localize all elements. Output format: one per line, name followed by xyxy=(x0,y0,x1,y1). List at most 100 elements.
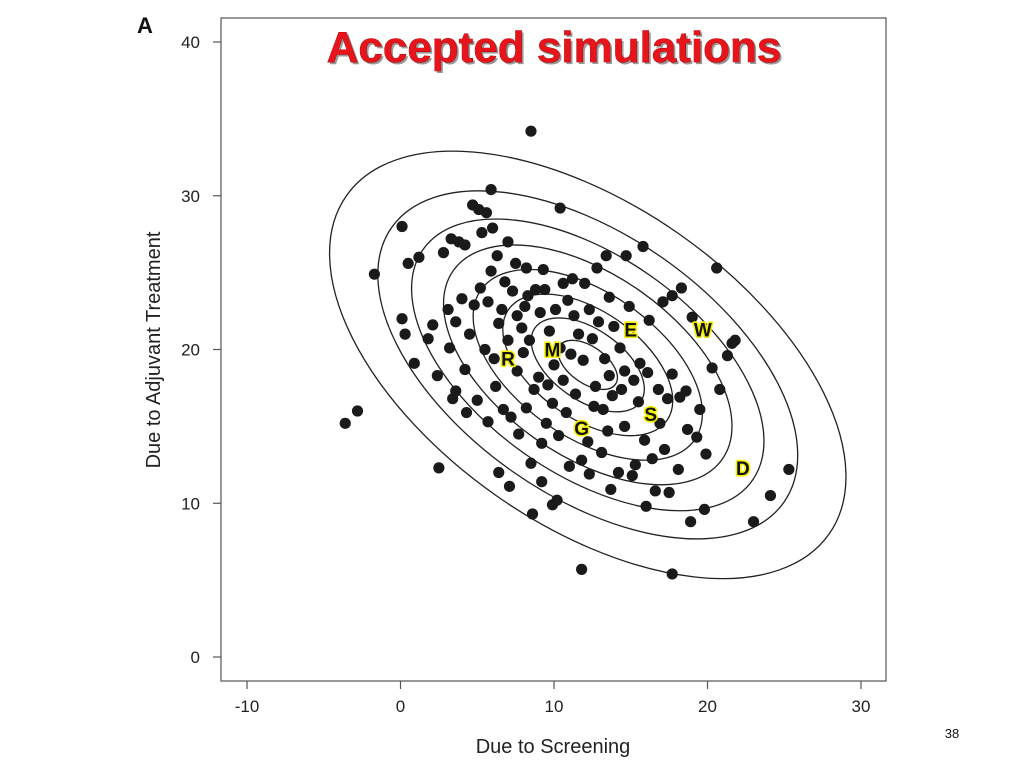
data-point xyxy=(614,342,626,354)
y-axis: 0 10 20 30 40 xyxy=(181,33,221,667)
data-point xyxy=(714,383,726,396)
data-point xyxy=(783,463,795,476)
data-point xyxy=(694,403,706,416)
data-point xyxy=(525,457,537,469)
data-point xyxy=(474,282,486,294)
data-point xyxy=(654,417,666,429)
data-point xyxy=(529,283,542,296)
data-point xyxy=(408,357,420,369)
data-point xyxy=(480,207,493,219)
y-tick-label: 40 xyxy=(181,33,200,52)
data-point xyxy=(586,333,598,345)
data-point xyxy=(595,446,608,459)
scatter-points xyxy=(339,125,795,580)
data-point xyxy=(506,285,519,297)
data-point xyxy=(396,313,408,325)
data-point xyxy=(646,453,658,465)
data-point xyxy=(583,303,595,316)
data-point xyxy=(554,342,566,354)
data-point xyxy=(479,343,491,356)
data-point xyxy=(582,436,594,448)
data-point xyxy=(721,350,734,362)
data-point xyxy=(597,403,609,416)
data-point xyxy=(747,516,760,528)
data-point xyxy=(576,563,588,575)
data-point xyxy=(497,403,509,416)
data-point xyxy=(700,448,712,460)
data-point xyxy=(577,354,589,366)
chart-title-shadow: Accepted simulations xyxy=(329,25,784,74)
data-point xyxy=(553,430,565,442)
data-point xyxy=(513,428,525,440)
data-point xyxy=(523,334,536,346)
annotation-label: E xyxy=(624,321,637,342)
data-point xyxy=(542,379,554,391)
data-point xyxy=(520,262,532,274)
data-point xyxy=(680,385,692,397)
data-point xyxy=(433,462,445,474)
point-annotations: E W R M S G D xyxy=(499,319,751,482)
data-point xyxy=(437,247,450,259)
x-axis: -10 0 10 20 30 xyxy=(235,681,871,716)
contour-ellipse xyxy=(502,293,674,437)
data-point xyxy=(517,346,529,359)
data-point xyxy=(560,406,572,419)
annotation-label: D xyxy=(736,459,750,480)
data-point xyxy=(686,311,698,323)
data-point xyxy=(629,459,641,471)
data-point xyxy=(499,276,511,288)
data-point xyxy=(490,380,502,392)
data-point xyxy=(672,463,684,476)
data-point xyxy=(467,199,479,211)
x-tick-label: 30 xyxy=(852,697,871,716)
data-point xyxy=(402,257,414,269)
data-point xyxy=(658,443,671,456)
data-point xyxy=(661,393,674,405)
data-point xyxy=(569,388,582,400)
data-point xyxy=(628,374,640,386)
data-point xyxy=(520,402,532,414)
slide-number: 38 xyxy=(945,726,959,741)
data-point xyxy=(396,220,408,233)
data-point xyxy=(503,480,516,492)
data-point xyxy=(764,489,777,502)
x-tick-label: 10 xyxy=(545,697,564,716)
data-point xyxy=(554,202,566,214)
data-point xyxy=(608,320,620,333)
data-point xyxy=(583,468,595,480)
data-point xyxy=(447,393,459,405)
data-point xyxy=(566,273,579,285)
data-point xyxy=(537,263,549,276)
data-point xyxy=(729,334,741,346)
data-point xyxy=(640,500,652,512)
data-point xyxy=(603,370,615,382)
data-point xyxy=(456,293,468,305)
data-point xyxy=(511,310,523,322)
data-point xyxy=(603,291,615,303)
data-point xyxy=(548,359,560,371)
data-point xyxy=(711,262,723,274)
data-point xyxy=(600,250,612,262)
data-point xyxy=(526,508,539,520)
data-point xyxy=(536,437,548,449)
data-point xyxy=(551,494,563,506)
data-point xyxy=(602,425,614,437)
data-point xyxy=(413,251,425,263)
data-point xyxy=(351,405,364,417)
data-point xyxy=(460,406,473,419)
data-point xyxy=(476,227,488,239)
data-point xyxy=(339,417,351,429)
data-point xyxy=(502,236,514,248)
data-point xyxy=(591,262,603,274)
data-point xyxy=(431,370,443,382)
data-point xyxy=(399,328,411,340)
data-point xyxy=(642,366,654,379)
data-point xyxy=(698,503,711,515)
data-point xyxy=(652,383,664,396)
data-point xyxy=(549,303,562,316)
data-point xyxy=(568,310,580,322)
data-point xyxy=(522,290,534,302)
data-point xyxy=(620,250,632,262)
data-point xyxy=(663,486,675,499)
data-point xyxy=(634,357,646,369)
